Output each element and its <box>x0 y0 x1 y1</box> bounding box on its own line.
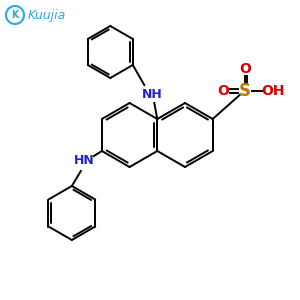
Text: Kuujia: Kuujia <box>28 8 66 22</box>
Text: O: O <box>239 62 251 76</box>
Text: S: S <box>239 82 251 100</box>
Text: OH: OH <box>261 84 284 98</box>
Text: NH: NH <box>142 88 163 100</box>
Text: K: K <box>11 10 19 20</box>
Text: O: O <box>217 84 229 98</box>
Text: HN: HN <box>74 154 94 167</box>
